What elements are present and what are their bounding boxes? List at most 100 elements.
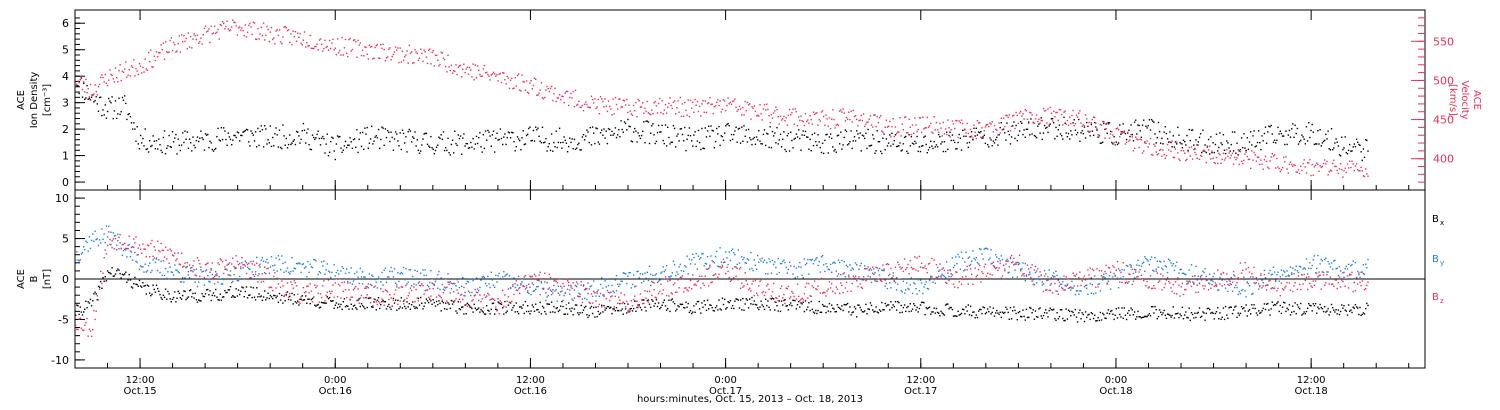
by-point bbox=[109, 243, 111, 246]
bx-point bbox=[1317, 306, 1319, 308]
by-point bbox=[1051, 275, 1054, 277]
density-point bbox=[686, 138, 688, 140]
bx-point bbox=[95, 293, 97, 295]
bx-point bbox=[1284, 302, 1286, 304]
by-point bbox=[1144, 256, 1146, 258]
bx-point bbox=[504, 300, 506, 303]
bx-point bbox=[364, 307, 366, 310]
by-point bbox=[898, 278, 900, 280]
density-point bbox=[260, 125, 262, 127]
bx-point bbox=[692, 311, 694, 313]
bx-point bbox=[595, 306, 597, 308]
bz-point bbox=[228, 262, 231, 264]
density-point bbox=[1210, 136, 1212, 138]
velocity-point bbox=[1314, 164, 1317, 166]
by-point bbox=[1349, 273, 1351, 275]
velocity-point bbox=[225, 25, 227, 28]
density-point bbox=[1362, 148, 1365, 150]
velocity-point bbox=[433, 65, 435, 67]
by-point bbox=[274, 264, 276, 266]
density-point bbox=[531, 139, 533, 142]
density-point bbox=[454, 130, 456, 132]
density-point bbox=[456, 144, 458, 147]
by-point bbox=[441, 283, 443, 286]
bx-point bbox=[308, 298, 310, 300]
bx-point bbox=[1329, 311, 1332, 313]
velocity-point bbox=[1341, 168, 1343, 171]
density-point bbox=[1302, 136, 1304, 138]
bx-point bbox=[1215, 311, 1218, 313]
by-point bbox=[290, 270, 292, 273]
bx-point bbox=[272, 297, 274, 300]
density-point bbox=[211, 148, 213, 151]
by-point bbox=[708, 267, 710, 270]
bx-point bbox=[451, 303, 454, 305]
by-point bbox=[361, 271, 364, 273]
density-point bbox=[171, 131, 174, 133]
by-point bbox=[150, 271, 152, 274]
velocity-point bbox=[98, 83, 101, 86]
density-point bbox=[1083, 126, 1086, 128]
velocity-point bbox=[262, 22, 265, 24]
velocity-point bbox=[319, 38, 322, 40]
bx-point bbox=[1261, 310, 1263, 312]
density-point bbox=[989, 137, 991, 139]
b-axis-label: ACE bbox=[16, 269, 27, 289]
by-point bbox=[547, 294, 549, 297]
velocity-point bbox=[1120, 131, 1122, 133]
by-point bbox=[869, 267, 872, 270]
bx-point bbox=[872, 309, 874, 311]
by-point bbox=[462, 277, 464, 279]
density-point bbox=[439, 137, 441, 140]
bx-point bbox=[687, 302, 689, 305]
density-point bbox=[1345, 151, 1347, 154]
bx-point bbox=[1169, 314, 1171, 316]
velocity-point bbox=[299, 32, 301, 35]
velocity-point bbox=[499, 72, 502, 75]
by-point bbox=[443, 289, 446, 291]
velocity-point bbox=[1277, 166, 1279, 168]
bx-point bbox=[241, 286, 243, 288]
density-point bbox=[309, 148, 311, 150]
bx-point bbox=[775, 301, 777, 303]
bx-point bbox=[577, 312, 579, 314]
bx-point bbox=[1342, 307, 1344, 309]
by-point bbox=[167, 271, 169, 273]
velocity-point bbox=[1325, 163, 1327, 165]
density-point bbox=[235, 136, 237, 139]
velocity-point bbox=[1031, 114, 1033, 116]
density-point bbox=[940, 143, 942, 145]
by-point bbox=[432, 283, 434, 285]
density-point bbox=[1141, 124, 1144, 126]
velocity-point bbox=[1096, 128, 1098, 130]
bz-point bbox=[218, 263, 220, 266]
velocity-point bbox=[867, 121, 869, 123]
density-point bbox=[1288, 129, 1291, 132]
density-point bbox=[988, 146, 990, 148]
bx-point bbox=[1139, 316, 1141, 318]
velocity-point bbox=[844, 120, 847, 122]
by-point bbox=[424, 269, 426, 271]
velocity-point bbox=[1130, 134, 1132, 136]
bz-point bbox=[256, 262, 258, 264]
b-tick-label: 10 bbox=[55, 192, 69, 205]
density-point bbox=[1056, 135, 1058, 137]
density-point bbox=[273, 145, 275, 147]
bx-point bbox=[273, 294, 275, 297]
bx-point bbox=[906, 306, 908, 309]
velocity-point bbox=[1349, 160, 1351, 162]
bz-point bbox=[287, 296, 290, 298]
density-point bbox=[167, 145, 169, 147]
velocity-point bbox=[668, 102, 670, 105]
velocity-point bbox=[282, 36, 284, 38]
density-point bbox=[646, 120, 648, 122]
density-point bbox=[591, 126, 594, 128]
by-point bbox=[800, 266, 802, 268]
bx-point bbox=[314, 304, 316, 306]
velocity-point bbox=[1092, 116, 1095, 118]
bx-point bbox=[514, 311, 516, 313]
by-point bbox=[159, 271, 161, 274]
density-point bbox=[881, 152, 883, 155]
density-point bbox=[1223, 149, 1226, 151]
density-point bbox=[1069, 138, 1071, 140]
